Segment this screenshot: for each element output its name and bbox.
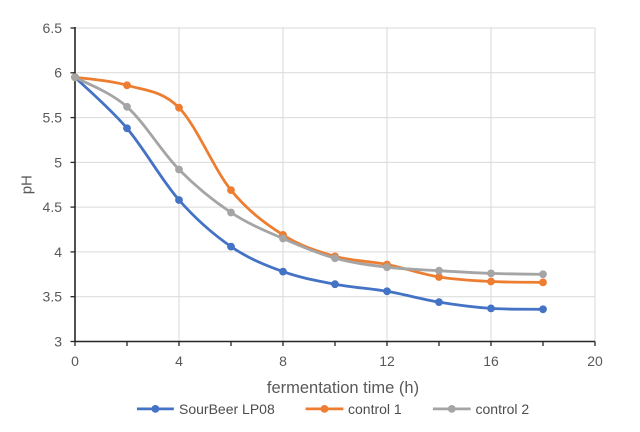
- svg-text:6: 6: [54, 65, 62, 81]
- svg-text:6.5: 6.5: [43, 20, 63, 36]
- svg-text:3.5: 3.5: [43, 289, 63, 305]
- svg-text:20: 20: [587, 353, 603, 369]
- svg-text:12: 12: [379, 353, 395, 369]
- svg-text:pH: pH: [18, 175, 35, 194]
- svg-text:4: 4: [54, 244, 62, 260]
- svg-text:5.5: 5.5: [43, 110, 63, 126]
- svg-text:4.5: 4.5: [43, 199, 63, 215]
- svg-text:8: 8: [279, 353, 287, 369]
- svg-text:3: 3: [54, 333, 62, 349]
- svg-text:fermentation time (h): fermentation time (h): [267, 379, 419, 397]
- svg-text:4: 4: [175, 353, 183, 369]
- svg-text:control 1: control 1: [348, 401, 402, 417]
- svg-text:control 2: control 2: [476, 401, 530, 417]
- svg-text:5: 5: [54, 154, 62, 170]
- svg-text:0: 0: [71, 353, 79, 369]
- svg-text:SourBeer LP08: SourBeer LP08: [179, 401, 275, 417]
- svg-text:16: 16: [483, 353, 499, 369]
